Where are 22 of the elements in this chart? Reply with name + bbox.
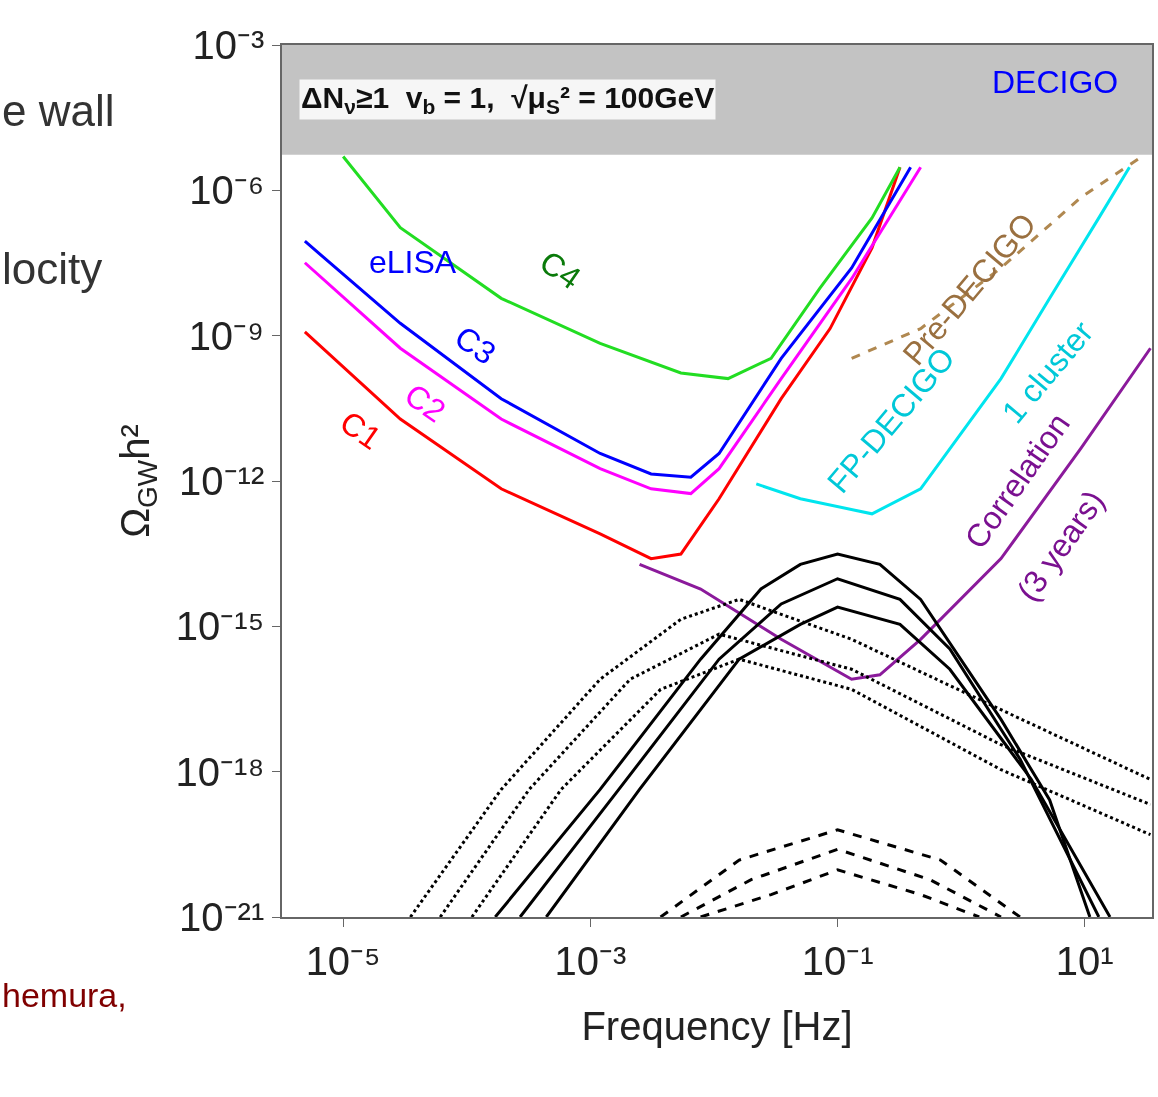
annotation: C1 [333,403,388,457]
x-tick-label: 10¹ [1055,938,1114,983]
annotation: DECIGO [992,64,1119,100]
band-label: ΔN$_{ν}$≥1 v$_{b}$ = 1, √μ$_{S}$² = 100GeV [301,81,715,119]
annotation: C2 [398,376,453,430]
y-tick-label: 10⁻¹⁵ [175,604,265,649]
y-tick-label: 10⁻⁶ [189,168,265,213]
x-tick-label: 10⁻¹ [801,938,874,983]
x-axis-title: Frequency [Hz] [581,1003,853,1048]
annotation: C4 [533,243,588,297]
text: locity [2,244,103,293]
y-tick-label: 10⁻¹⁸ [175,749,265,794]
x-tick-label: 10⁻³ [554,938,627,983]
x-tick-label: 10⁻⁵ [305,938,381,983]
y-tick-label: 10⁻⁹ [188,313,265,358]
y-tick-label: 10⁻¹² [179,459,265,503]
y-tick-label: 10⁻²¹ [179,895,265,939]
annotation: C3 [448,318,503,372]
text: hemura, [2,976,127,1014]
annotation: eLISA [369,244,457,280]
text: e wall [2,86,115,135]
y-tick-label: 10⁻³ [192,23,265,67]
